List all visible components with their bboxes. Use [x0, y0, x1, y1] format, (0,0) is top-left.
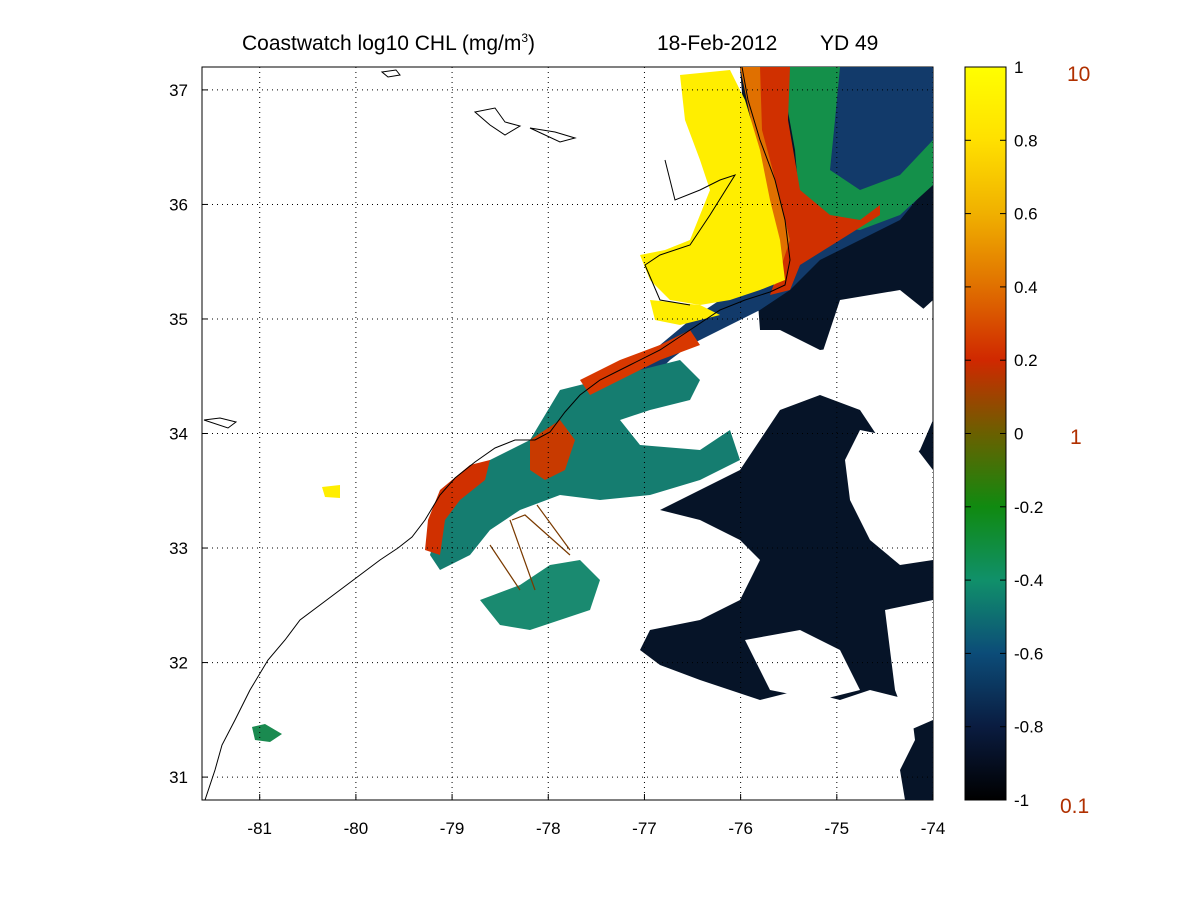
lon-tick-label: -80: [344, 819, 369, 838]
small-patch: [322, 485, 340, 498]
colorbar-tick-label: -0.4: [1014, 571, 1043, 590]
red-shelf-water: [748, 67, 880, 295]
navy-water: [580, 67, 933, 410]
offshore-dark-water: [640, 67, 933, 800]
map-area: -81 -80 -79 -78 -77 -76 -75 -74 37 36 35 34 33 32 31: [169, 66, 945, 838]
colorbar: 1 0.8 0.6 0.4 0.2 0 -0.2 -0.4 -0.6 -0.8 -1 10 1 0.…: [964, 58, 1090, 818]
colorbar-tick-label: 0: [1014, 425, 1023, 444]
colorbar-tick-label: 0.8: [1014, 131, 1038, 150]
colorbar-right-label-mid: 1: [1070, 426, 1082, 449]
lon-tick-label: -79: [440, 819, 465, 838]
chlorophyll-field: [203, 67, 933, 800]
lat-tick-label: 35: [169, 310, 188, 329]
lon-tick-label: -77: [632, 819, 657, 838]
lat-tick-label: 32: [169, 654, 188, 673]
colorbar-right-label-top: 10: [1067, 63, 1090, 86]
grid-lines: [202, 67, 934, 800]
map-yearday: YD 49: [820, 32, 878, 55]
lon-tick-label: -74: [921, 819, 946, 838]
lon-tick-label: -81: [247, 819, 272, 838]
colorbar-right-label-bottom: 0.1: [1060, 795, 1089, 818]
south-shelf-red: [425, 460, 490, 555]
map-title: Coastwatch log10 CHL (mg/m3): [242, 31, 535, 55]
cloud-patch: [845, 430, 933, 565]
lat-tick-label: 34: [169, 425, 188, 444]
coastal-red-strip: [580, 330, 700, 395]
lat-tick-label: 37: [169, 81, 188, 100]
inlet-outline: [203, 69, 577, 429]
sound-high-chl: [640, 70, 785, 305]
lon-tick-label: -76: [728, 819, 753, 838]
lon-tick-label: -75: [825, 819, 850, 838]
map-date: 18-Feb-2012: [657, 32, 777, 55]
colorbar-tick-label: 1: [1014, 58, 1023, 77]
south-shelf-red-2: [530, 420, 575, 480]
latitude-axis: 37 36 35 34 33 32 31: [169, 81, 208, 787]
colorbar-gradient: [964, 66, 1007, 801]
lon-tick-label: -78: [536, 819, 561, 838]
colorbar-tick-label: -0.2: [1014, 498, 1043, 517]
cloud-patch: [885, 600, 933, 730]
lat-tick-label: 36: [169, 195, 188, 214]
south-shelf-water: [430, 360, 740, 570]
south-patch-teal: [480, 560, 600, 630]
cloud-patch: [820, 290, 925, 400]
lat-tick-label: 31: [169, 768, 188, 787]
green-water: [780, 67, 933, 230]
colorbar-tick-label: 0.6: [1014, 205, 1038, 224]
coastline: [204, 67, 791, 800]
colorbar-tick-label: 0.4: [1014, 278, 1038, 297]
colorbar-tick-label: -0.6: [1014, 644, 1043, 663]
longitude-axis: -81 -80 -79 -78 -77 -76 -75 -74: [247, 794, 945, 838]
colorbar-tick-label: -0.8: [1014, 718, 1043, 737]
lat-tick-label: 33: [169, 539, 188, 558]
colorbar-ticks: 1 0.8 0.6 0.4 0.2 0 -0.2 -0.4 -0.6 -0.8 -1: [965, 58, 1043, 810]
transect-line: [489, 504, 571, 591]
colorbar-tick-label: 0.2: [1014, 351, 1038, 370]
colorbar-tick-label: -1: [1014, 791, 1029, 810]
inland-shore: [644, 159, 737, 306]
cloud-patch: [745, 630, 860, 700]
